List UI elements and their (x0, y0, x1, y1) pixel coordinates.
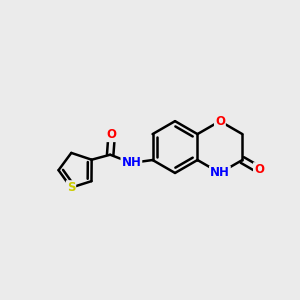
Text: NH: NH (122, 157, 141, 169)
Text: O: O (254, 163, 264, 176)
Text: O: O (215, 115, 225, 128)
Text: S: S (67, 181, 75, 194)
Text: O: O (107, 128, 117, 141)
Text: NH: NH (210, 167, 230, 179)
